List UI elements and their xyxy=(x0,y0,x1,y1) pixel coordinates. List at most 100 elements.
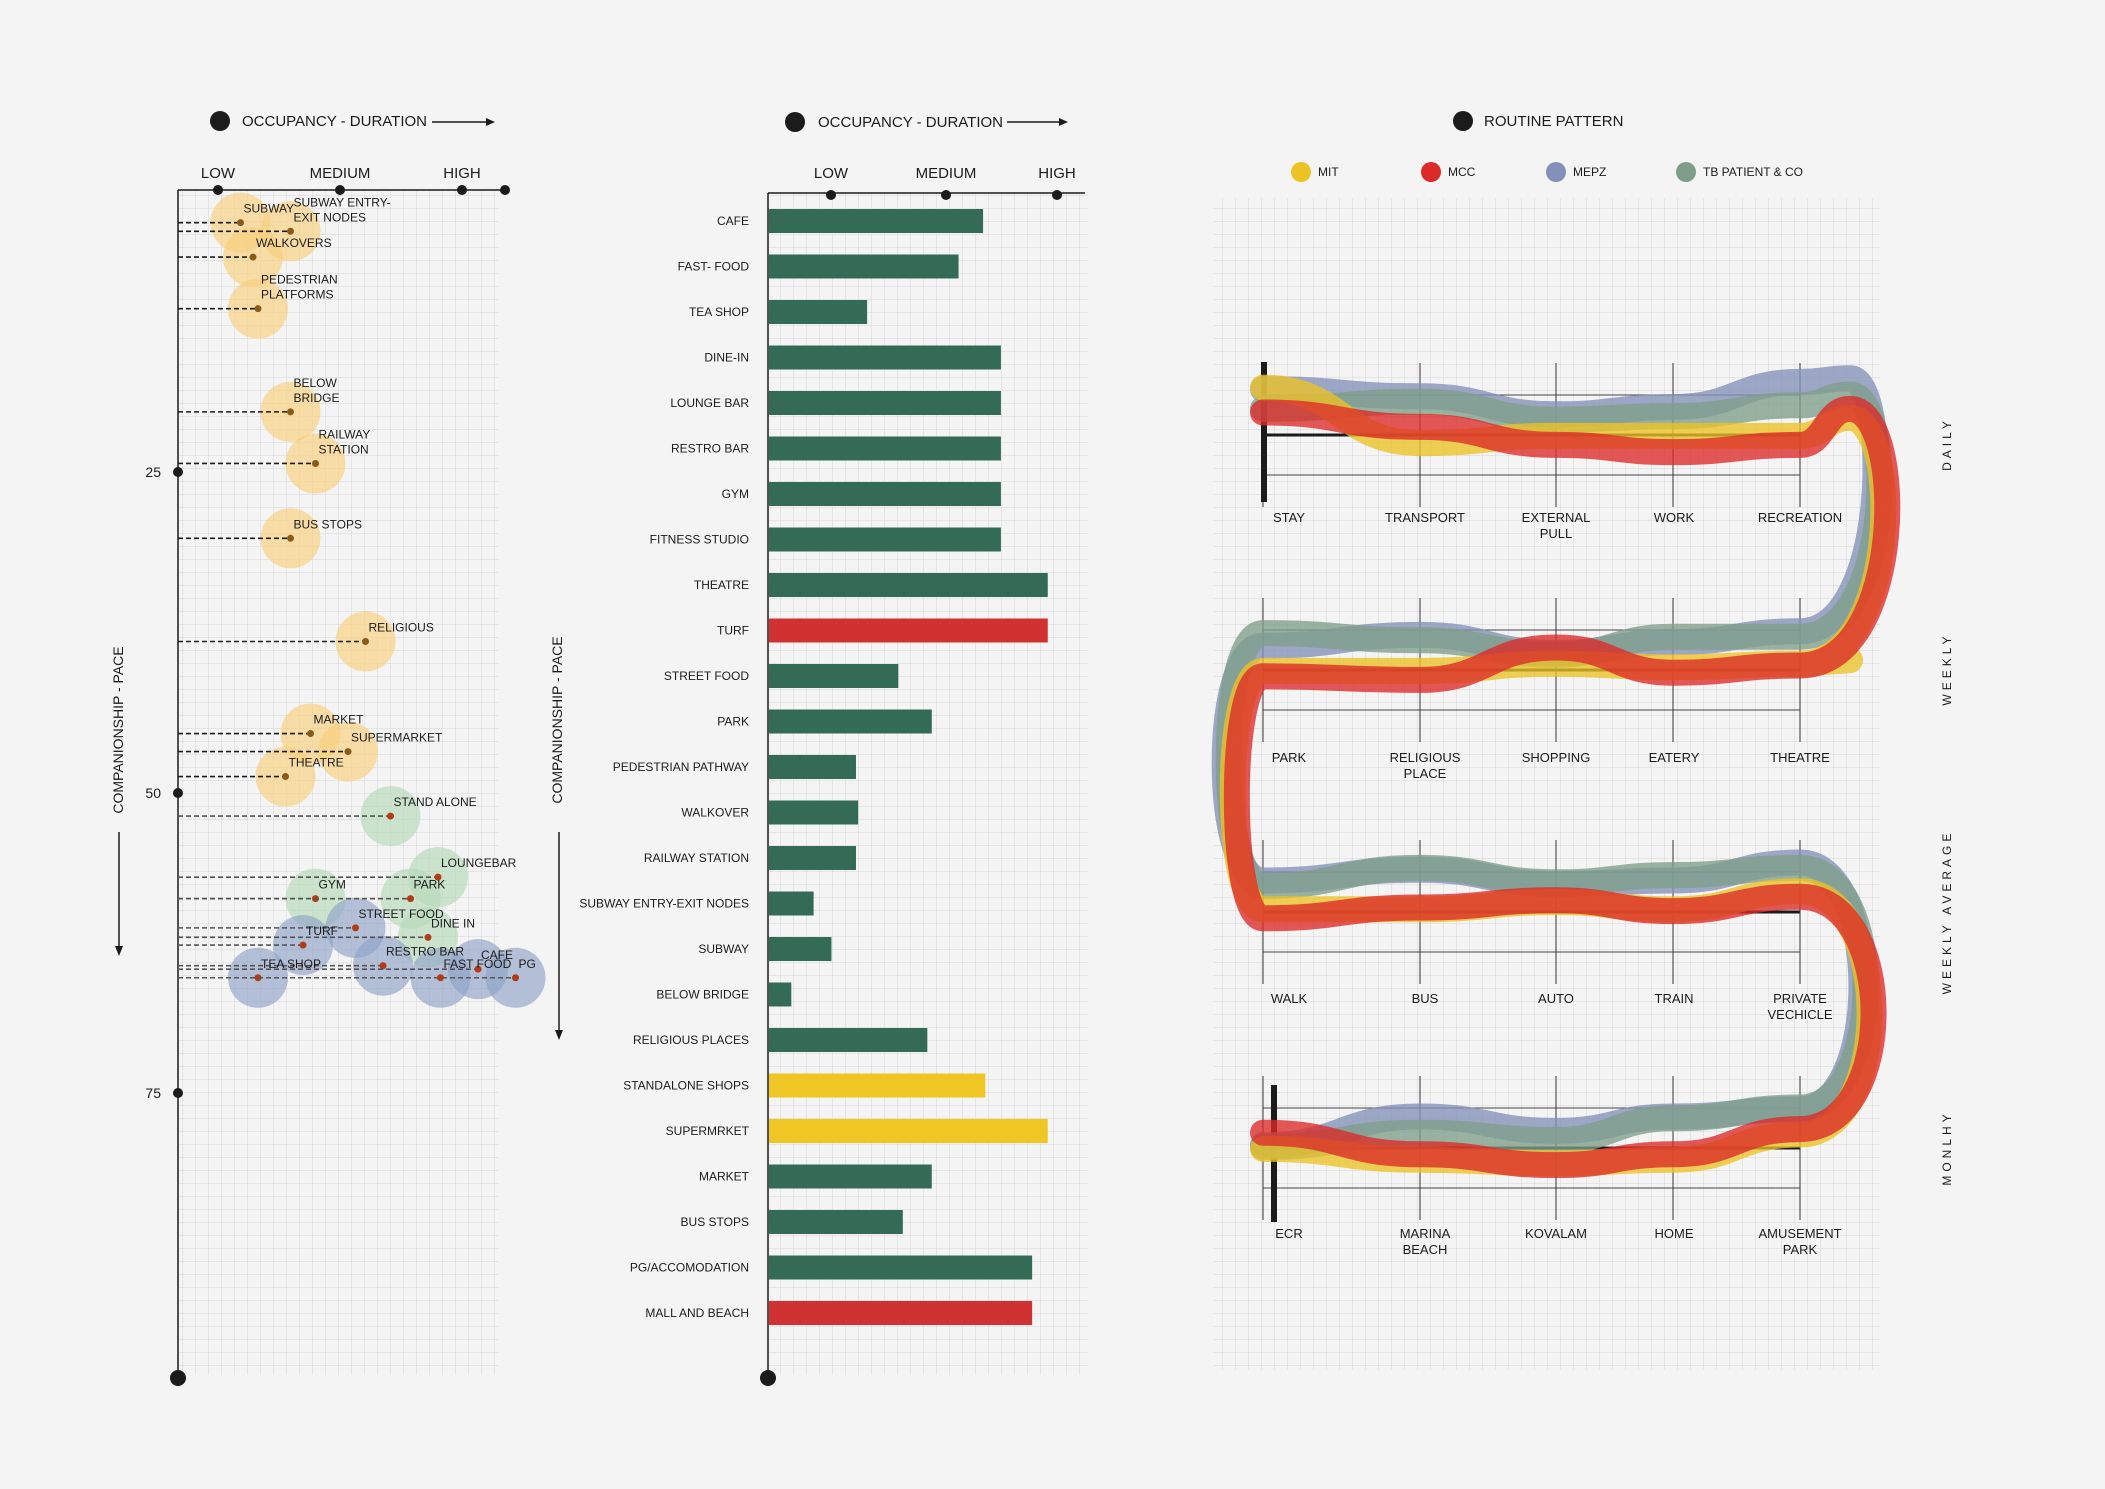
bar-category-label: SUPERMRKET xyxy=(666,1124,750,1138)
point-marker-icon xyxy=(237,219,244,227)
point-label: STREET FOOD xyxy=(359,907,444,921)
routine-category-label: WORK xyxy=(1654,510,1695,525)
point-label: SUPERMARKET xyxy=(351,731,443,745)
bar-category-label: MARKET xyxy=(699,1170,750,1184)
routine-category-label: HOME xyxy=(1655,1226,1694,1241)
bar-category-label: MALL AND BEACH xyxy=(645,1306,749,1320)
point-marker-icon xyxy=(287,227,294,235)
point-label: MARKET xyxy=(314,713,365,727)
bar-category-label: CAFE xyxy=(717,214,749,228)
scatter-y-ticks: 25 50 75 xyxy=(145,464,183,1101)
point-marker-icon xyxy=(424,933,432,941)
routine-category-label: EXTERNAL PULL xyxy=(1522,510,1591,541)
point-label: TEA SHOP xyxy=(261,957,321,971)
point-marker-icon xyxy=(307,730,314,738)
bar xyxy=(769,1119,1048,1143)
point-label: PG xyxy=(519,957,536,971)
point-label: SUBWAY xyxy=(244,202,295,216)
routine-category-label: TRAIN xyxy=(1655,991,1694,1006)
bar-category-label: RAILWAY STATION xyxy=(644,851,749,865)
routine-category-label: THEATRE xyxy=(1770,750,1830,765)
point-marker-icon xyxy=(299,941,307,949)
routine-row-label: MONLHY xyxy=(1940,1110,1954,1185)
bar xyxy=(769,709,932,734)
point-label: FAST FOOD xyxy=(444,957,512,971)
bar-series: CAFE FAST- FOOD TEA SHOP DINE-IN LOUNGE BAR R… xyxy=(579,209,1048,1325)
bar xyxy=(769,436,1001,461)
axis-end-dot xyxy=(500,185,510,195)
point-label: RELIGIOUS xyxy=(369,621,434,635)
point-label: RESTRO BAR xyxy=(386,945,464,959)
bar-title: OCCUPANCY - DURATION xyxy=(818,114,1003,131)
x-tick-label: HIGH xyxy=(443,165,481,182)
routine-category-label: EATERY xyxy=(1649,750,1700,765)
point-label: BELOW BRIDGE xyxy=(294,376,340,405)
bar-category-label: THEATRE xyxy=(694,578,749,592)
y-tick-label: 75 xyxy=(145,1085,161,1101)
point-label: DINE IN xyxy=(431,916,475,930)
bar xyxy=(769,982,792,1007)
bar xyxy=(769,1028,928,1052)
routine-category-label: WALK xyxy=(1271,991,1308,1006)
point-marker-icon xyxy=(254,305,262,313)
point-marker-icon xyxy=(407,895,414,903)
bar-x-ticks: LOW MEDIUM HIGH xyxy=(814,165,1076,200)
point-label: SUBWAY ENTRY-EXIT NODES xyxy=(294,195,391,224)
bar-category-label: DINE-IN xyxy=(704,351,749,365)
routine-row-label: WEEKLY xyxy=(1940,632,1954,705)
bar xyxy=(769,209,984,233)
routine-category-label: MARINA BEACH xyxy=(1400,1226,1451,1257)
bar xyxy=(769,527,1001,552)
bar xyxy=(769,482,1001,506)
arrow-down-head-icon xyxy=(555,1030,563,1040)
x-tick-dot xyxy=(335,185,345,195)
routine-pattern-chart: ROUTINE PATTERN MIT MCC MEPZ TB PATIENT & C… xyxy=(1211,111,1954,1370)
legend-swatch-icon xyxy=(1546,162,1566,182)
point-marker-icon xyxy=(362,638,369,645)
bar-category-label: FITNESS STUDIO xyxy=(650,533,749,547)
point-label: TURF xyxy=(306,924,338,938)
legend-swatch-icon xyxy=(1291,162,1311,182)
point-marker-icon xyxy=(379,962,387,970)
routine-category-label: BUS xyxy=(1412,991,1439,1006)
x-tick-label: LOW xyxy=(201,165,236,182)
y-tick-label: 50 xyxy=(145,785,161,801)
routine-category-label: AMUSEMENT PARK xyxy=(1758,1226,1841,1257)
scatter-grid xyxy=(178,190,498,1375)
x-tick-label: MEDIUM xyxy=(310,165,371,182)
point-marker-icon xyxy=(344,748,352,756)
routine-labels: STAY TRANSPORT EXTERNAL PULL WORK RECREATION D… xyxy=(1271,417,1954,1257)
bar-category-label: RESTRO BAR xyxy=(671,442,749,456)
arrow-right-head-icon xyxy=(486,118,495,126)
routine-title: ROUTINE PATTERN xyxy=(1484,113,1623,130)
point-label: STAND ALONE xyxy=(394,795,477,809)
point-label: THEATRE xyxy=(289,756,344,770)
routine-category-label: PRIVATE VECHICLE xyxy=(1767,991,1832,1022)
routine-row-label: DAILY xyxy=(1940,417,1954,471)
x-tick-dot xyxy=(457,185,467,195)
routine-category-label: AUTO xyxy=(1538,991,1574,1006)
y-tick-label: 25 xyxy=(145,464,161,480)
y-tick-dot xyxy=(173,1088,183,1098)
routine-ribbons xyxy=(1211,365,1901,1179)
bar-category-label: PARK xyxy=(717,715,749,729)
bar-category-label: GYM xyxy=(722,487,749,501)
scatter-x-ticks: LOW MEDIUM HIGH xyxy=(201,165,481,195)
point-marker-icon xyxy=(512,974,519,982)
bar xyxy=(769,1210,903,1234)
legend-label: MIT xyxy=(1318,165,1339,179)
bar xyxy=(769,1255,1033,1280)
bar-category-label: SUBWAY xyxy=(698,942,749,956)
bar xyxy=(769,1164,932,1189)
routine-category-label: RELIGIOUS PLACE xyxy=(1390,750,1461,781)
x-tick-dot xyxy=(941,190,951,200)
occupancy-scatter-chart: OCCUPANCY - DURATION LOW MEDIUM HIGH 25 50 7… xyxy=(110,111,546,1386)
point-label: WALKOVERS xyxy=(256,236,332,250)
routine-ribbon xyxy=(1223,395,1901,1179)
routine-category-label: STAY xyxy=(1273,510,1305,525)
routine-category-label: PARK xyxy=(1272,750,1307,765)
bar-category-label: LOUNGE BAR xyxy=(670,396,749,410)
scatter-title: OCCUPANCY - DURATION xyxy=(242,113,427,130)
bar xyxy=(769,345,1001,370)
bar xyxy=(769,846,856,870)
